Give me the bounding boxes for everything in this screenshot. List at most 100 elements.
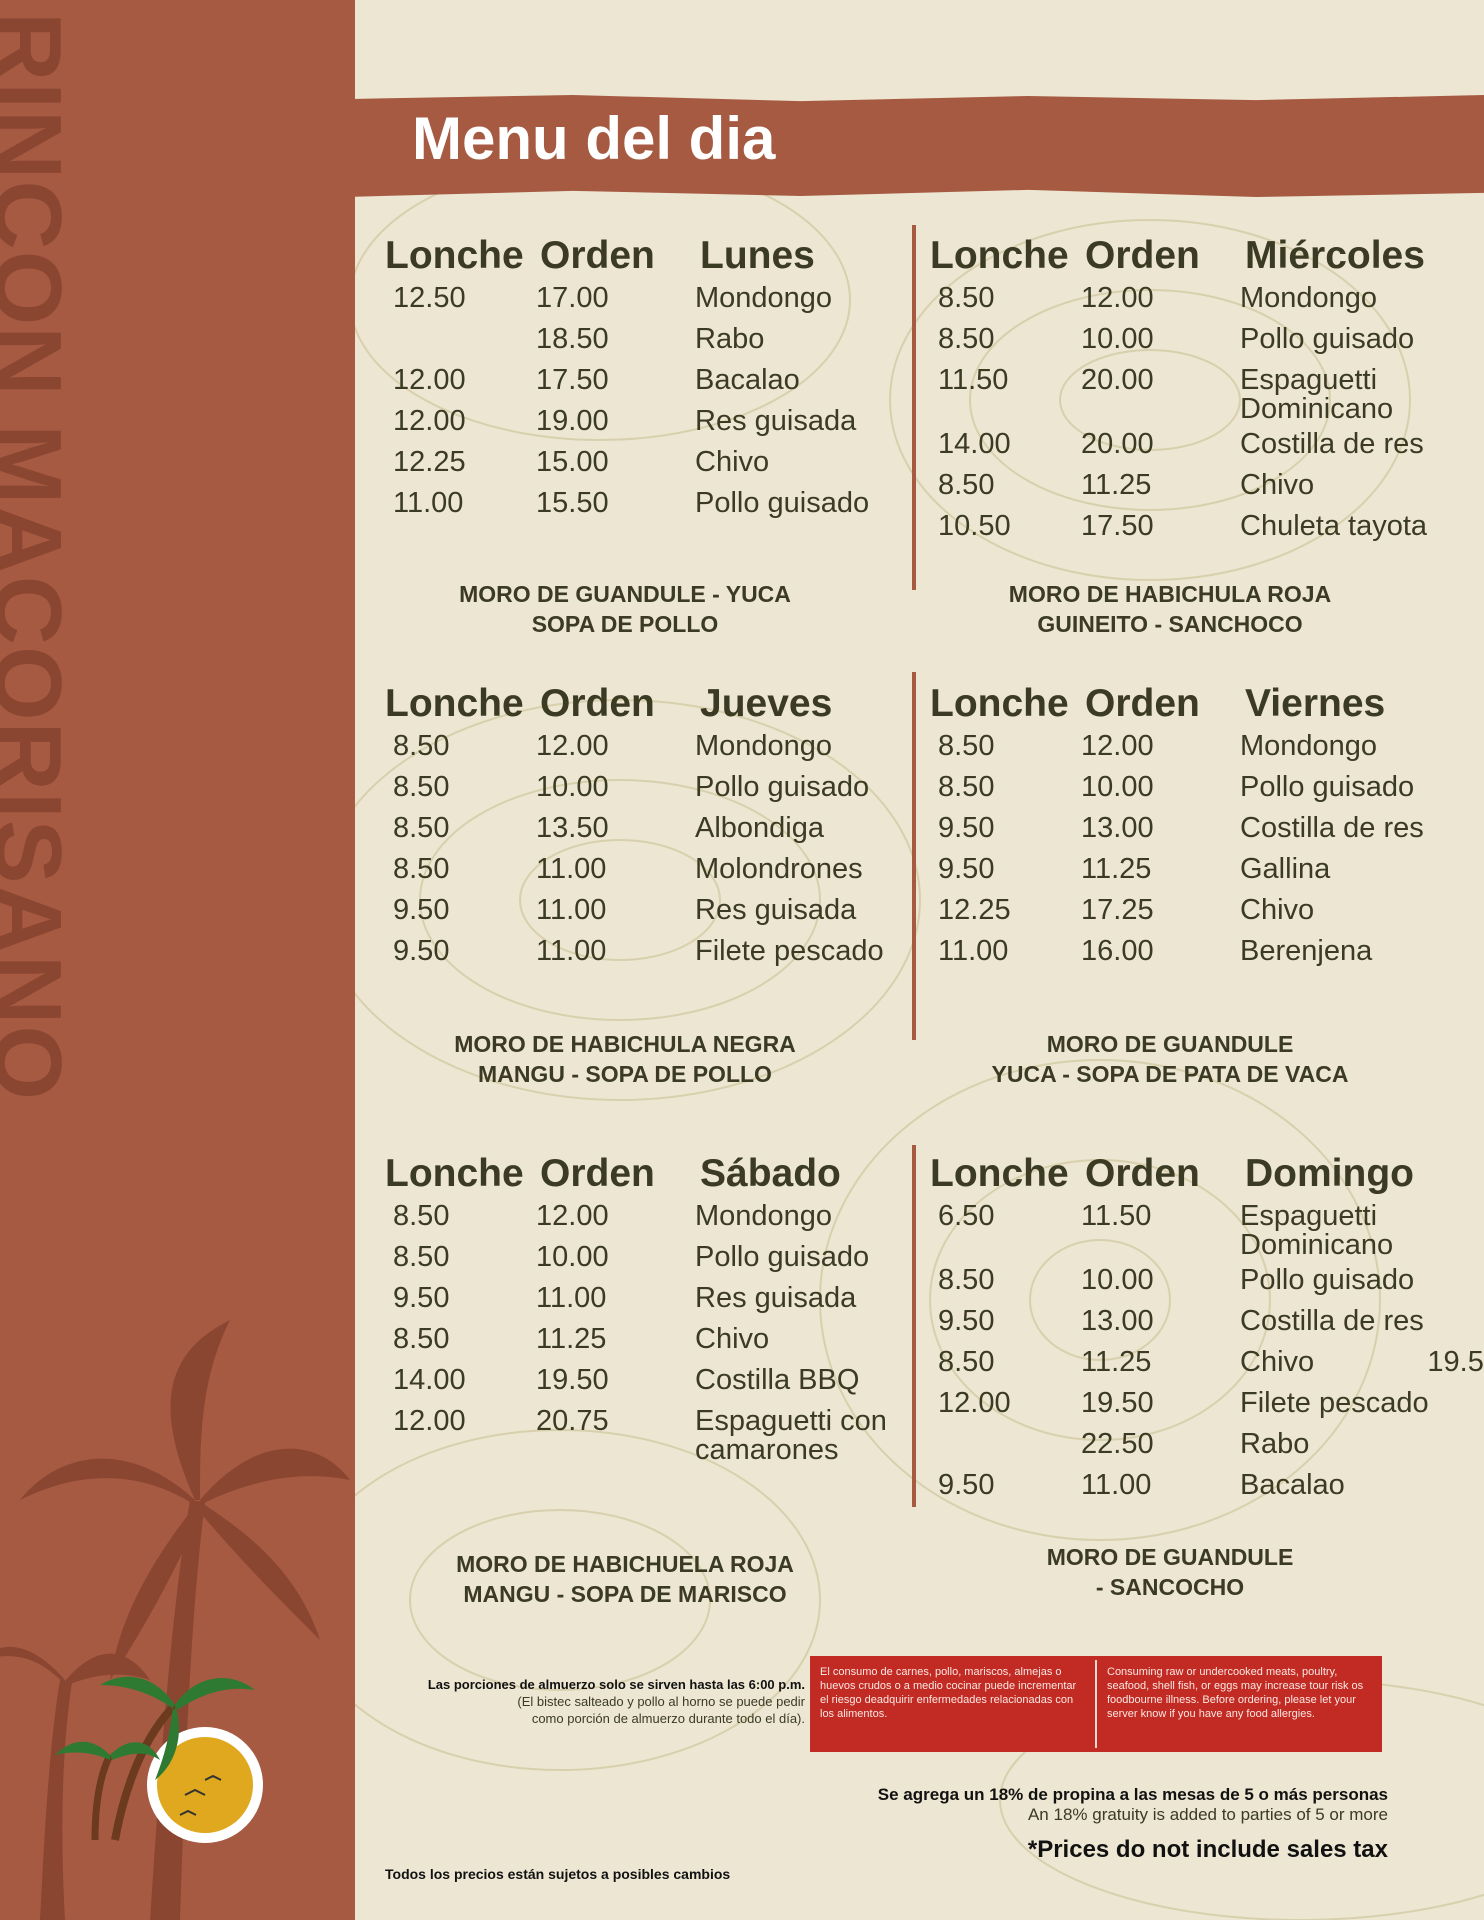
dish-name: Res guisada: [695, 1282, 857, 1314]
restaurant-logo: [55, 1676, 263, 1843]
lonche-price: 8.50: [393, 730, 450, 762]
dish-name: Chivo: [1240, 894, 1315, 926]
lonche-price: 8.50: [393, 812, 450, 844]
dish-name: Filete pescado: [1240, 1387, 1429, 1419]
lonche-price: [385, 325, 530, 360]
lonche-price: 14.00: [393, 1364, 466, 1396]
side-line: MORO DE HABICHULA NEGRA: [454, 1031, 796, 1057]
menu-item: 8.50 12.00 Mondongo: [385, 726, 925, 767]
menu-item: 12.00 17.50 Bacalao: [385, 360, 925, 401]
dish-name: Res guisada: [695, 405, 857, 437]
orden-header: Orden: [540, 234, 655, 277]
orden-price: 17.50: [1081, 510, 1154, 542]
dish-name: Espaguetti con camarones: [695, 1405, 887, 1466]
orden-price: 11.25: [1081, 469, 1152, 501]
orden-price: 16.00: [1081, 935, 1154, 967]
side-dishes: MORO DE GUANDULE YUCA - SOPA DE PATA DE V…: [930, 1029, 1410, 1089]
side-line: MORO DE HABICHUELA ROJA: [456, 1551, 794, 1577]
lonche-price: 12.25: [938, 894, 1011, 926]
dish-name: Pollo guisado: [1240, 323, 1415, 355]
title-banner: [345, 95, 1484, 197]
orden-price: 11.25: [1081, 853, 1152, 885]
dish-name: Mondongo: [1240, 282, 1378, 314]
side-dishes: MORO DE HABICHULA ROJA GUINEITO - SANCHOC…: [930, 579, 1410, 639]
divider: [1095, 1660, 1097, 1748]
lonche-price: 6.50: [938, 1200, 995, 1232]
lonche-price: 11.00: [938, 935, 1009, 967]
lonche-price: 8.50: [938, 730, 995, 762]
extra-price: 19.50: [1427, 1346, 1484, 1378]
orden-price: 19.50: [1081, 1387, 1154, 1419]
menu-item: 10.50 17.50 Chuleta tayota: [930, 506, 1470, 547]
lonche-price: 12.00: [393, 364, 466, 396]
dish-name: Rabo: [695, 323, 765, 355]
menu-item: 8.50 10.00 Pollo guisado: [930, 767, 1470, 808]
lunch-hours-note: Las porciones de almuerzo solo se sirven…: [360, 1676, 805, 1727]
day-menu-3: Lonche Orden Viernes 8.50 12.00 Mondongo 8.50 1…: [930, 668, 1470, 1087]
day-header: Lonche Orden Domingo: [930, 1138, 1470, 1196]
sales-tax-note: *Prices do not include sales tax: [1027, 1836, 1388, 1863]
menu-item: 9.50 11.00 Bacalao: [930, 1465, 1470, 1506]
gratuity-spanish: Se agrega un 18% de propina a las mesas …: [877, 1785, 1388, 1804]
menu-item: 8.50 12.00 Mondongo: [930, 726, 1470, 767]
lonche-price: 8.50: [393, 853, 450, 885]
day-header: Lonche Orden Sábado: [385, 1138, 925, 1196]
dish-name: Chivo: [1240, 1346, 1315, 1378]
orden-price: 18.50: [536, 323, 609, 355]
lonche-price: 9.50: [938, 812, 995, 844]
orden-price: 11.00: [536, 1282, 607, 1314]
menu-item: 18.50 Rabo: [385, 319, 925, 360]
menu-item: 8.50 10.00 Pollo guisado: [930, 1260, 1470, 1301]
lonche-price: 8.50: [938, 282, 995, 314]
day-menu-2: Lonche Orden Jueves 8.50 12.00 Mondongo 8.50 10…: [385, 668, 925, 1087]
dish-name: Pollo guisado: [1240, 1264, 1415, 1296]
orden-price: 15.50: [536, 487, 609, 519]
day-name: Domingo: [1245, 1152, 1414, 1195]
dish-name: Costilla de res: [1240, 1305, 1424, 1337]
orden-price: 10.00: [536, 771, 609, 803]
orden-price: 20.75: [536, 1405, 609, 1437]
lonche-header: Lonche: [930, 1152, 1069, 1195]
orden-price: 11.00: [1081, 1469, 1152, 1501]
dish-name: Chivo: [695, 1323, 770, 1355]
lonche-price: 10.50: [938, 510, 1011, 542]
lonche-price: 8.50: [938, 1264, 995, 1296]
menu-item: 9.50 11.00 Res guisada: [385, 1278, 925, 1319]
dish-name: Chuleta tayota: [1240, 510, 1428, 542]
brand-name: RINCON MACORISANO: [0, 12, 81, 1101]
side-dishes: MORO DE GUANDULE - SANCOCHO: [930, 1542, 1410, 1602]
menu-item: 8.50 10.00 Pollo guisado: [385, 767, 925, 808]
lonche-header: Lonche: [930, 234, 1069, 277]
orden-header: Orden: [540, 1152, 655, 1195]
orden-price: 11.50: [1081, 1200, 1152, 1232]
menu-item: 8.50 11.25 Chivo 19.50: [930, 1342, 1484, 1383]
sidebar: RINCON MACORISANO: [0, 0, 355, 1920]
orden-price: 12.00: [1081, 282, 1154, 314]
orden-price: 10.00: [1081, 323, 1154, 355]
menu-item: 8.50 11.25 Chivo: [385, 1319, 925, 1360]
orden-price: 10.00: [536, 1241, 609, 1273]
dish-name: Albondiga: [695, 812, 824, 844]
divider: [912, 225, 916, 590]
lunch-note: (El bistec salteado y pollo al horno se …: [517, 1694, 805, 1709]
menu-item: 11.00 15.50 Pollo guisado: [385, 483, 925, 524]
dish-name: Mondongo: [695, 1200, 833, 1232]
side-line: YUCA - SOPA DE PATA DE VACA: [991, 1061, 1349, 1087]
lonche-header: Lonche: [385, 1152, 524, 1195]
orden-price: 22.50: [1081, 1428, 1154, 1460]
lonche-price: 12.50: [393, 282, 466, 314]
orden-price: 10.00: [1081, 771, 1154, 803]
menu-item: 8.50 11.25 Chivo: [930, 465, 1470, 506]
menu-item: 8.50 12.00 Mondongo: [385, 1196, 925, 1237]
lonche-price: 9.50: [938, 1305, 995, 1337]
menu-item: 12.00 20.75 Espaguetti con camarones: [385, 1401, 925, 1465]
menu-item: 8.50 11.00 Molondrones: [385, 849, 925, 890]
day-header: Lonche Orden Jueves: [385, 668, 925, 726]
dish-name: Bacalao: [695, 364, 800, 396]
orden-price: 13.00: [1081, 812, 1154, 844]
lunch-hours: Las porciones de almuerzo solo se sirven…: [427, 1677, 805, 1692]
gratuity-note: Se agrega un 18% de propina a las mesas …: [878, 1785, 1388, 1825]
lonche-price: [930, 1430, 1075, 1465]
menu-item: 14.00 20.00 Costilla de res: [930, 424, 1470, 465]
dish-name: Mondongo: [1240, 730, 1378, 762]
